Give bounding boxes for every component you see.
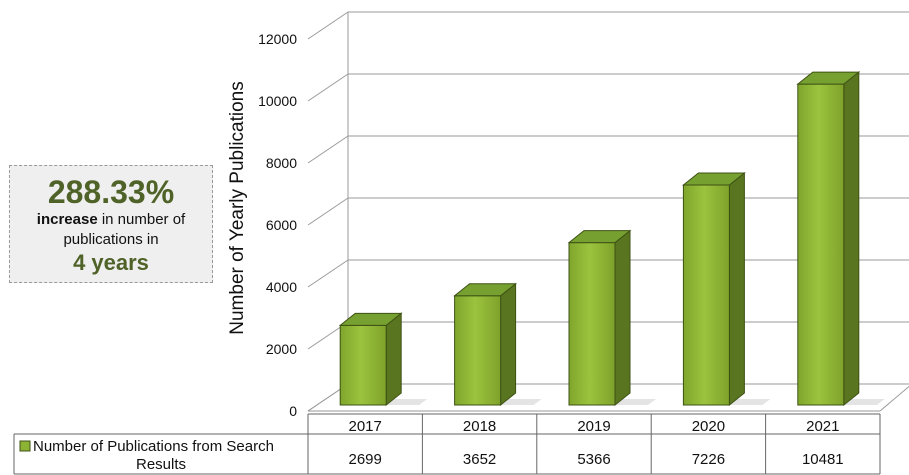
increase-callout-box: 288.33% increase in number of publicatio… <box>9 165 213 283</box>
bar-front <box>339 324 387 406</box>
increase-percent: 288.33% <box>47 174 175 210</box>
x-tick-label: 2020 <box>692 418 725 435</box>
legend-swatch <box>19 440 31 452</box>
bar-front <box>454 295 502 406</box>
y-tick-label: 6000 <box>266 217 297 233</box>
y-tick-label: 10000 <box>258 93 297 109</box>
callout-line-1-rest: in number of <box>97 211 186 228</box>
bar-side <box>728 171 745 407</box>
legend-label-line2: Results <box>136 456 186 473</box>
data-label: 2699 <box>349 451 382 468</box>
bar-2017 <box>338 312 428 407</box>
bar-side <box>500 282 517 407</box>
gridline-diagonal <box>307 197 349 226</box>
y-tick-label: 0 <box>289 403 297 419</box>
bar-front <box>797 83 845 406</box>
bar-2018 <box>453 282 542 407</box>
y-tick-label: 12000 <box>258 31 297 47</box>
x-tick-label: 2017 <box>349 418 382 435</box>
callout-years: 4 years <box>73 250 149 275</box>
callout-line-1: increase in number of <box>10 210 212 230</box>
bar-top <box>453 283 518 297</box>
x-tick-label: 2021 <box>806 418 839 435</box>
gridline-diagonal <box>307 11 349 40</box>
bar-2020 <box>681 171 771 407</box>
bar-side <box>843 71 860 407</box>
y-tick-label: 2000 <box>266 341 297 357</box>
bar-side <box>385 312 402 407</box>
bar-top <box>567 230 632 244</box>
data-label: 7226 <box>692 451 725 468</box>
callout-increase-word: increase <box>36 211 98 228</box>
floor-right-edge <box>879 385 909 412</box>
bar-top <box>681 172 746 186</box>
bar-front <box>682 184 730 406</box>
y-tick-label: 8000 <box>266 155 297 171</box>
x-tick-label: 2019 <box>577 418 610 435</box>
data-label: 10481 <box>802 451 844 468</box>
data-label: 5366 <box>577 451 610 468</box>
bar-front <box>568 242 616 406</box>
y-tick-label: 4000 <box>266 279 297 295</box>
gridline-diagonal <box>307 259 349 288</box>
x-tick-label: 2018 <box>463 418 496 435</box>
gridline-diagonal <box>307 135 349 164</box>
bar-side <box>614 229 631 407</box>
callout-line-2: publications in <box>63 231 159 248</box>
bar-2019 <box>567 229 656 407</box>
bar-top <box>796 71 861 85</box>
y-axis-label: Number of Yearly Publications <box>227 81 248 334</box>
bar-top <box>338 312 403 326</box>
gridline-diagonal <box>307 73 349 102</box>
legend-label-line1: Number of Publications from Search <box>33 438 274 455</box>
bar-2021 <box>796 71 885 407</box>
data-label: 3652 <box>463 451 496 468</box>
